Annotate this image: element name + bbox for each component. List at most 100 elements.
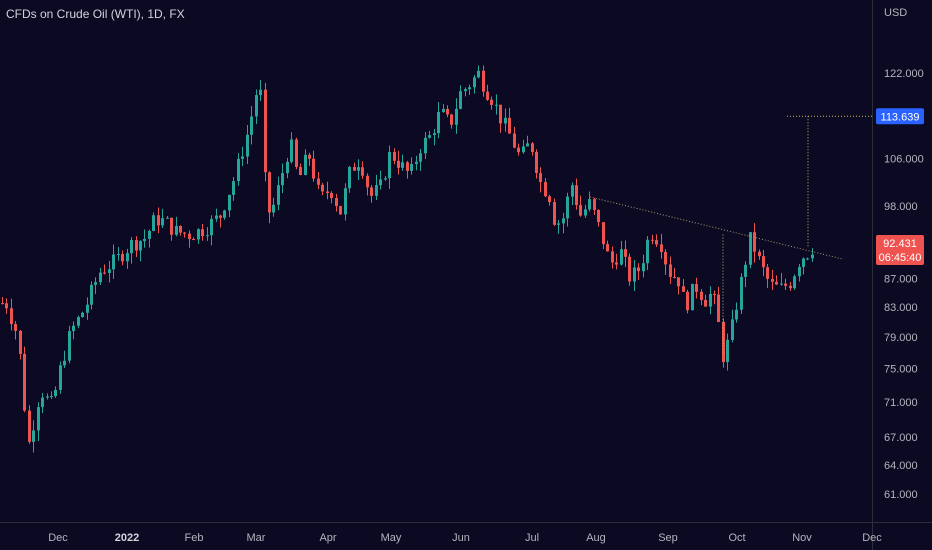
candle-body[interactable] (415, 161, 418, 165)
candle-body[interactable] (597, 209, 600, 223)
candle-body[interactable] (28, 410, 31, 442)
candle-body[interactable] (63, 360, 66, 366)
candle-body[interactable] (401, 162, 404, 168)
candle-body[interactable] (793, 276, 796, 289)
candle-body[interactable] (517, 147, 520, 153)
candle-body[interactable] (798, 266, 801, 277)
candle-body[interactable] (32, 430, 35, 442)
candle-body[interactable] (126, 253, 129, 262)
candle-body[interactable] (264, 89, 267, 173)
candle-body[interactable] (753, 232, 756, 252)
candle-body[interactable] (695, 283, 698, 292)
candle-body[interactable] (566, 196, 569, 219)
candle-body[interactable] (628, 256, 631, 282)
candle-body[interactable] (281, 173, 284, 186)
candle-body[interactable] (771, 278, 774, 282)
candle-body[interactable] (308, 154, 311, 159)
candle-body[interactable] (731, 319, 734, 340)
candle-body[interactable] (339, 206, 342, 215)
candle-body[interactable] (286, 161, 289, 174)
candle-body[interactable] (41, 397, 44, 408)
candle-body[interactable] (508, 117, 511, 134)
candle-body[interactable] (704, 299, 707, 307)
candle-body[interactable] (531, 143, 534, 152)
candle-body[interactable] (513, 133, 516, 148)
candle-body[interactable] (215, 215, 218, 219)
candle-body[interactable] (54, 389, 57, 397)
candle-body[interactable] (562, 218, 565, 224)
candle-body[interactable] (77, 317, 80, 326)
candle-body[interactable] (557, 223, 560, 225)
candle-body[interactable] (780, 283, 783, 285)
candle-body[interactable] (468, 87, 471, 90)
candle-body[interactable] (406, 162, 409, 171)
candle-body[interactable] (709, 293, 712, 307)
candle-body[interactable] (811, 254, 814, 259)
candle-body[interactable] (135, 240, 138, 251)
candle-body[interactable] (646, 239, 649, 264)
candle-body[interactable] (664, 251, 667, 265)
candle-body[interactable] (526, 143, 529, 147)
candle-body[interactable] (99, 272, 102, 283)
candle-body[interactable] (166, 217, 169, 219)
candle-body[interactable] (59, 365, 62, 390)
candle-body[interactable] (442, 108, 445, 112)
candle-body[interactable] (5, 303, 8, 309)
candle-body[interactable] (23, 353, 26, 411)
candle-body[interactable] (219, 215, 222, 218)
candle-body[interactable] (255, 94, 258, 117)
candle-body[interactable] (112, 254, 115, 270)
candle-body[interactable] (726, 339, 729, 363)
candle-body[interactable] (477, 70, 480, 78)
candle-body[interactable] (806, 258, 809, 260)
candle-body[interactable] (37, 407, 40, 431)
candle-body[interactable] (68, 331, 71, 361)
candle-body[interactable] (579, 204, 582, 216)
candle-body[interactable] (143, 238, 146, 242)
candle-body[interactable] (691, 283, 694, 311)
candle-body[interactable] (201, 229, 204, 237)
candle-body[interactable] (504, 117, 507, 124)
candle-body[interactable] (19, 330, 22, 354)
candle-body[interactable] (250, 116, 253, 135)
candle-body[interactable] (473, 77, 476, 88)
candle-body[interactable] (660, 244, 663, 252)
candle-body[interactable] (642, 263, 645, 272)
candle-body[interactable] (50, 396, 53, 398)
candle-body[interactable] (410, 164, 413, 171)
candle-body[interactable] (713, 293, 716, 295)
candle-body[interactable] (246, 134, 249, 157)
candle-body[interactable] (317, 178, 320, 185)
candle-body[interactable] (717, 294, 720, 323)
candle-body[interactable] (446, 108, 449, 115)
candle-body[interactable] (272, 204, 275, 213)
candle-body[interactable] (290, 139, 293, 162)
candle-body[interactable] (90, 284, 93, 305)
candle-body[interactable] (161, 218, 164, 226)
candle-body[interactable] (81, 312, 84, 318)
candle-body[interactable] (335, 198, 338, 207)
candle-body[interactable] (312, 158, 315, 179)
candle-body[interactable] (366, 175, 369, 188)
candle-body[interactable] (223, 210, 226, 218)
candle-body[interactable] (735, 309, 738, 320)
candle-body[interactable] (108, 269, 111, 273)
candle-body[interactable] (424, 137, 427, 154)
candle-body[interactable] (344, 188, 347, 215)
candle-body[interactable] (433, 133, 436, 136)
candle-body[interactable] (72, 325, 75, 332)
candle-body[interactable] (482, 70, 485, 92)
candle-body[interactable] (575, 185, 578, 205)
current-price-badge[interactable] (876, 235, 924, 265)
candle-body[interactable] (139, 241, 142, 251)
candle-body[interactable] (539, 173, 542, 182)
candle-body[interactable] (232, 181, 235, 195)
candle-body[interactable] (121, 253, 124, 262)
candle-body[interactable] (148, 230, 151, 239)
candle-body[interactable] (495, 104, 498, 106)
candle-body[interactable] (299, 167, 302, 176)
candle-body[interactable] (464, 89, 467, 92)
candle-body[interactable] (633, 267, 636, 282)
candle-body[interactable] (192, 239, 195, 241)
